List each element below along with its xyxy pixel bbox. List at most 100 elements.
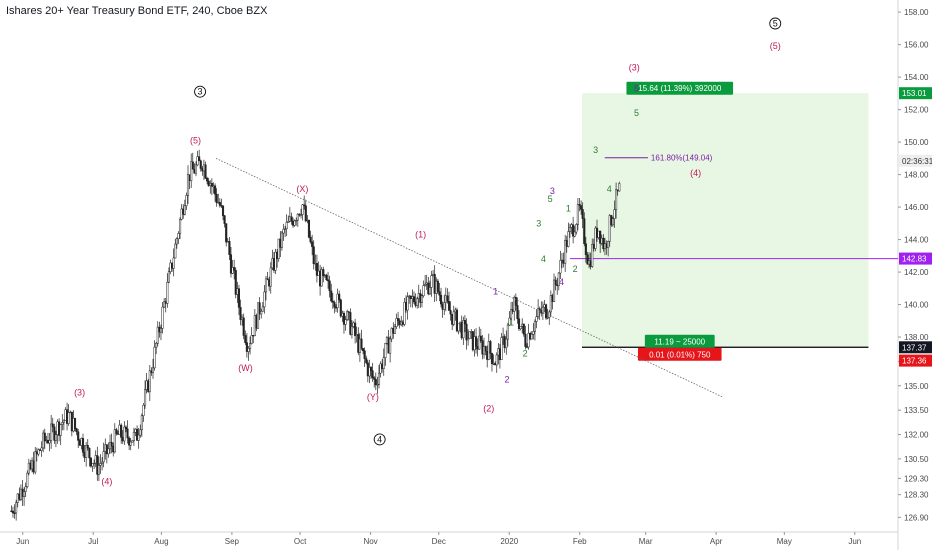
candle-body xyxy=(229,254,233,274)
candle-body xyxy=(506,324,509,340)
candle-body xyxy=(479,335,482,341)
price-tag: 137.37 xyxy=(902,343,927,352)
candle-body xyxy=(301,204,304,215)
candle-body xyxy=(389,338,392,354)
candle-body xyxy=(67,412,70,424)
candle-body xyxy=(186,174,190,196)
candle-body xyxy=(311,241,314,247)
x-tick-label: Jun xyxy=(16,537,29,546)
wave-label: (4) xyxy=(690,168,701,178)
candle-body xyxy=(583,218,586,244)
candle-body xyxy=(274,251,277,271)
y-tick-label: 156.00 xyxy=(904,41,929,50)
candles xyxy=(10,149,621,521)
candle-body xyxy=(26,472,29,487)
candle-body xyxy=(468,331,471,339)
candle-body xyxy=(424,283,427,286)
candle-body xyxy=(406,296,409,311)
wave-label: 3 xyxy=(536,218,541,228)
candle-body xyxy=(393,326,396,334)
wave-label: 4 xyxy=(377,434,382,444)
wave-label: (Y) xyxy=(367,392,379,402)
candle-body xyxy=(384,343,387,358)
x-tick-label: Dec xyxy=(432,537,446,546)
candle-body xyxy=(131,440,134,443)
candle-body xyxy=(581,209,584,219)
candle-body xyxy=(586,254,589,265)
candle-body xyxy=(517,318,521,329)
candle-body xyxy=(573,231,576,237)
candle-body xyxy=(508,317,511,326)
candle-body xyxy=(438,291,441,296)
wave-circle xyxy=(194,85,207,98)
candle-body xyxy=(225,223,228,243)
candle-body xyxy=(362,348,365,352)
candle-body xyxy=(244,335,247,343)
candle-body xyxy=(53,426,56,441)
candle-body xyxy=(447,301,451,311)
y-tick-label: 140.00 xyxy=(904,301,929,310)
candle-body xyxy=(54,434,57,441)
candle-body xyxy=(320,269,323,287)
candle-body xyxy=(15,502,18,514)
wave-label: 5 xyxy=(773,18,778,28)
candle-body xyxy=(151,367,155,374)
candle-body xyxy=(532,331,535,335)
candle-body xyxy=(467,338,470,341)
drawings: 161.80%(149.04) xyxy=(215,154,724,398)
x-tick-label: Jul xyxy=(88,537,98,546)
candle-body xyxy=(545,304,548,319)
candle-body xyxy=(214,185,217,195)
x-tick-label: Oct xyxy=(294,537,307,546)
x-tick-label: Mar xyxy=(639,537,653,546)
candle-body xyxy=(463,320,466,325)
candle-body xyxy=(51,423,54,428)
wave-circle xyxy=(769,17,782,30)
candle-body xyxy=(277,238,280,260)
candle-body xyxy=(439,294,443,305)
candle-body xyxy=(282,229,285,234)
target-label-box xyxy=(626,81,734,95)
wave-label: (W) xyxy=(238,363,253,373)
y-tick-label: 129.30 xyxy=(904,474,929,483)
position-zone: 15.64 (11.39%) 392000 11.19 ~ 25000 0.01 (… xyxy=(569,81,898,361)
candle-body xyxy=(290,216,293,222)
candle-body xyxy=(190,161,193,181)
candle-body xyxy=(228,241,231,255)
candle-body xyxy=(462,320,465,339)
candle-body xyxy=(113,429,116,453)
candle-body xyxy=(148,370,151,392)
candle-body xyxy=(210,183,213,187)
candle-body xyxy=(269,267,272,287)
candle-body xyxy=(331,300,334,303)
candle-body xyxy=(382,357,385,369)
candle-body xyxy=(578,204,581,206)
price-axis[interactable]: 126.90 128.30 129.30 130.50 132.00 133.50 135.… xyxy=(898,8,932,522)
candle-body xyxy=(73,418,77,429)
time-axis[interactable]: Jun Jul Aug Sep Oct Nov Dec 2020 Feb Mar Apr May Jun xyxy=(16,532,861,546)
candle-body xyxy=(62,420,65,423)
candle-body xyxy=(264,278,268,293)
x-tick-label: Apr xyxy=(710,537,723,546)
candle-body xyxy=(137,434,140,441)
candle-body xyxy=(120,424,123,438)
candle-body xyxy=(584,243,587,256)
candle-body xyxy=(280,232,283,248)
candle-body xyxy=(175,238,178,245)
candle-body xyxy=(514,297,517,306)
candle-body xyxy=(174,243,177,259)
candle-body xyxy=(365,358,368,364)
price-tag-box xyxy=(899,341,932,354)
wave-label: (2) xyxy=(483,404,494,414)
candle-body xyxy=(608,215,611,242)
stop-label-box xyxy=(637,347,722,361)
candle-body xyxy=(156,326,159,344)
candle-body xyxy=(575,224,578,233)
y-tick-label: 128.30 xyxy=(904,491,929,500)
chart-title: Ishares 20+ Year Treasury Bond ETF, 240,… xyxy=(6,5,268,17)
wave-label: 2 xyxy=(523,348,528,358)
candle-body xyxy=(548,311,551,318)
candle-body xyxy=(242,317,245,336)
candle-body xyxy=(81,438,85,453)
